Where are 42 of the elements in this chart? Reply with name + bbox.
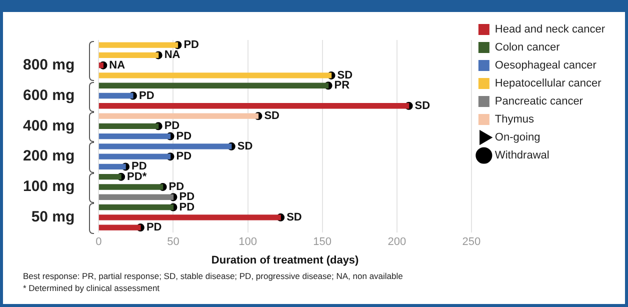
data-label: SD bbox=[264, 110, 280, 122]
legend-label: Withdrawal bbox=[494, 150, 550, 162]
x-tick-label: 100 bbox=[238, 236, 257, 248]
text: Best response: PR, partial response; SD, stable disease; PD, progressive disease; NA, non available bbox=[23, 270, 403, 282]
y-tick-label: 200 mg bbox=[22, 148, 75, 165]
x-tick-label: 250 bbox=[462, 236, 481, 248]
y-tick-label: 400 mg bbox=[22, 117, 75, 134]
data-label: PD bbox=[168, 181, 184, 194]
x-tick-label: 50 bbox=[167, 236, 180, 248]
data-label: NA bbox=[164, 49, 180, 62]
legend-label: Pancreatic cancer bbox=[494, 96, 584, 108]
legend-label: Hepatocellular cancer bbox=[494, 78, 602, 90]
legend-label: Thymus bbox=[494, 114, 535, 126]
data-label: PD bbox=[138, 90, 154, 102]
data-label: NA bbox=[109, 59, 126, 72]
text: * Determined by clinical assessment bbox=[23, 282, 161, 294]
x-tick-label: 200 bbox=[388, 236, 406, 248]
x-tick-label: 150 bbox=[313, 236, 332, 248]
data-label: PD bbox=[176, 130, 192, 142]
data-label: SD bbox=[237, 140, 253, 152]
y-tick-label: 50 mg bbox=[31, 208, 75, 226]
data-label: PD bbox=[179, 191, 195, 204]
data-label: SD bbox=[286, 211, 302, 224]
data-label: PD bbox=[179, 201, 195, 214]
y-tick-label: 600 mg bbox=[22, 86, 75, 104]
data-label: PD bbox=[176, 150, 192, 163]
legend-label: Oesophageal cancer bbox=[494, 60, 597, 72]
data-label: PR bbox=[334, 80, 350, 92]
legend-label: On-going bbox=[494, 132, 540, 144]
data-label: PD bbox=[184, 39, 200, 52]
data-label: SD bbox=[337, 70, 353, 82]
x-tick-label: 0 bbox=[96, 236, 102, 248]
legend-label: Colon cancer bbox=[494, 42, 560, 54]
data-label: PD* bbox=[127, 170, 148, 183]
data-label: PD bbox=[132, 160, 147, 173]
y-tick-label: 100 mg bbox=[22, 178, 75, 196]
x-axis-title: Duration of treatment (days) bbox=[211, 254, 360, 266]
data-label: PD bbox=[146, 222, 162, 234]
data-label: PD bbox=[164, 120, 180, 132]
data-label: SD bbox=[414, 100, 430, 112]
legend-label: Head and neck cancer bbox=[494, 24, 606, 36]
y-tick-label: 800 mg bbox=[22, 56, 75, 74]
